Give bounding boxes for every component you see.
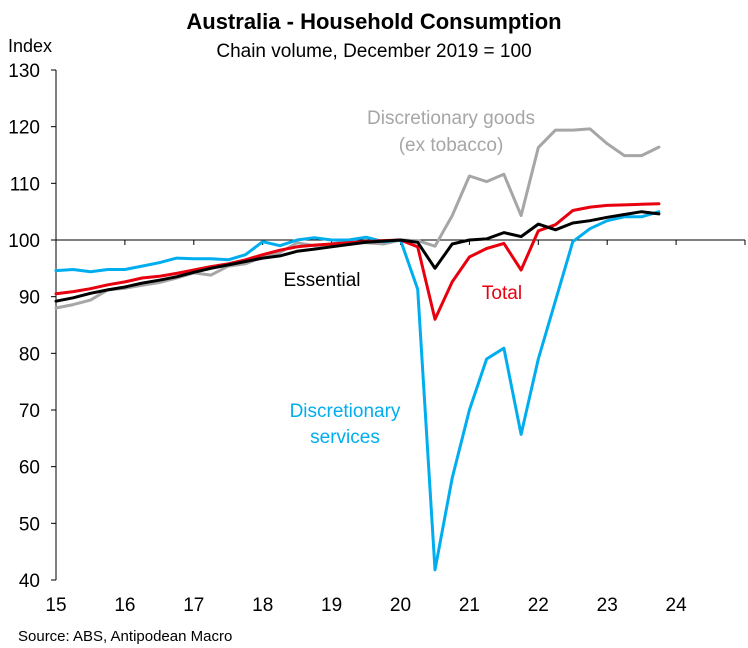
series-group <box>54 127 661 572</box>
chart-title: Australia - Household Consumption <box>186 9 561 34</box>
chart-subtitle: Chain volume, December 2019 = 100 <box>216 41 531 62</box>
y-axis-label: Index <box>8 36 52 56</box>
y-tick-label: 130 <box>8 61 40 82</box>
series-label-discretionary-goods: Discretionary goods <box>367 108 535 129</box>
source-note: Source: ABS, Antipodean Macro <box>18 628 232 645</box>
series-label-discretionary-services: services <box>310 427 380 448</box>
series-label-discretionary-services: Discretionary <box>290 401 401 422</box>
series-line-essential <box>54 210 661 303</box>
y-tick-label: 110 <box>10 174 40 195</box>
x-axis: 15 16 17 18 19 20 21 22 23 24 <box>45 239 746 616</box>
series-label-total: Total <box>482 283 522 304</box>
x-tick-label: 20 <box>390 595 411 616</box>
y-axis: 40 50 60 70 80 90 100 110 120 130 <box>8 61 57 592</box>
y-tick-label: 50 <box>19 514 40 535</box>
series-label-discretionary-goods: (ex tobacco) <box>399 135 504 156</box>
series-label-essential: Essential <box>283 270 360 291</box>
series-labels: Discretionary goods (ex tobacco) Discretio… <box>283 108 535 448</box>
x-tick-label: 16 <box>114 595 135 616</box>
y-tick-label: 60 <box>19 458 40 479</box>
x-tick-label: 24 <box>666 595 688 616</box>
y-tick-label: 70 <box>19 401 40 422</box>
x-tick-label: 23 <box>597 595 618 616</box>
x-tick-label: 19 <box>321 595 342 616</box>
y-tick-label: 100 <box>8 231 40 252</box>
x-tick-label: 18 <box>252 595 273 616</box>
x-tick-label: 21 <box>459 595 480 616</box>
x-tick-label: 15 <box>45 595 66 616</box>
x-tick-label: 22 <box>528 595 549 616</box>
y-tick-label: 120 <box>8 118 40 139</box>
y-tick-label: 80 <box>19 344 40 365</box>
series-line-discretionary-services <box>54 210 661 572</box>
x-tick-label: 17 <box>183 595 204 616</box>
y-tick-label: 90 <box>19 288 40 309</box>
y-tick-label: 40 <box>19 571 40 592</box>
